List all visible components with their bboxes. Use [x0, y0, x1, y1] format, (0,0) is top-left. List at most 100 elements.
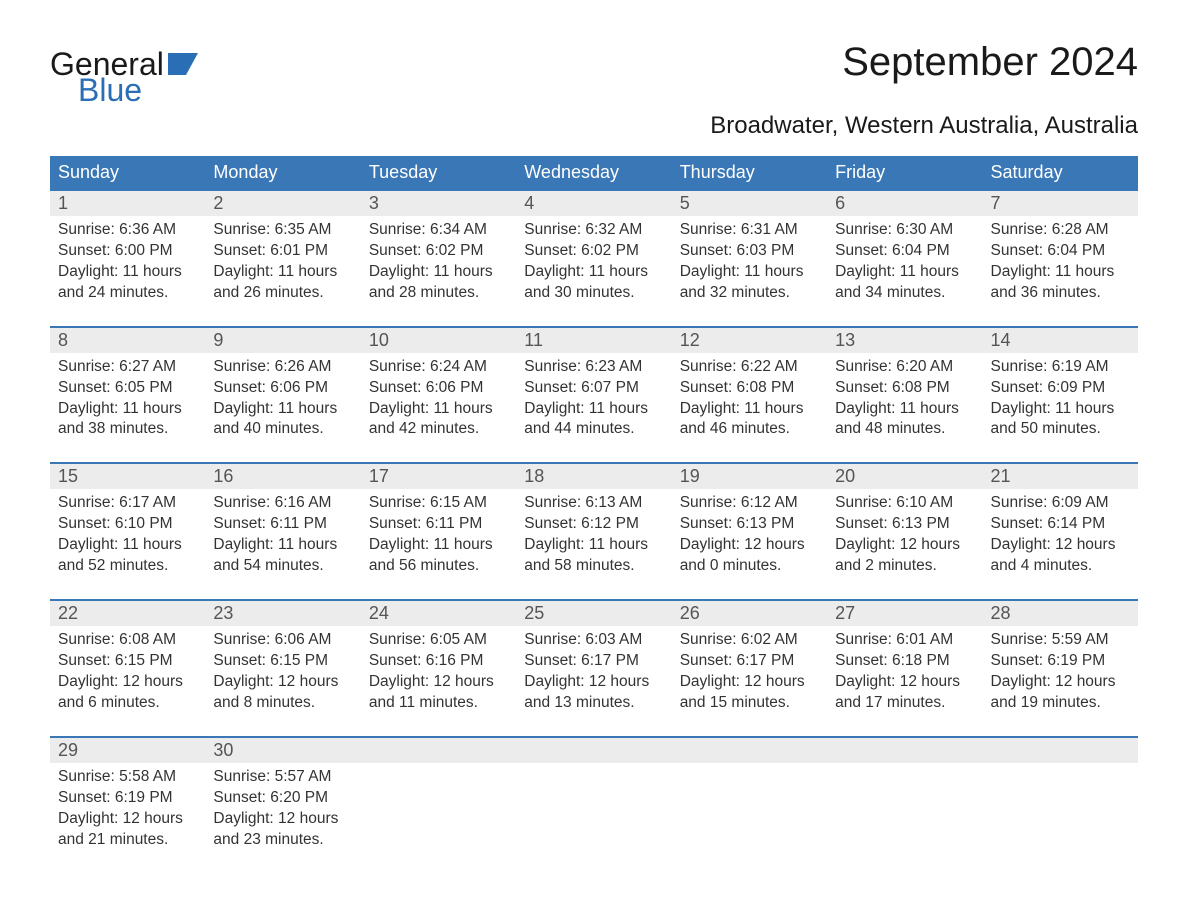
- day-number: [827, 737, 982, 763]
- daylight-text-1: Daylight: 11 hours: [680, 399, 819, 420]
- sunset-text: Sunset: 6:02 PM: [369, 241, 508, 262]
- day-body: Sunrise: 6:02 AMSunset: 6:17 PMDaylight:…: [672, 626, 827, 737]
- sunset-text: Sunset: 6:07 PM: [524, 378, 663, 399]
- day-number: 19: [672, 463, 827, 489]
- day-body: Sunrise: 6:01 AMSunset: 6:18 PMDaylight:…: [827, 626, 982, 737]
- weekday-header-row: Sunday Monday Tuesday Wednesday Thursday…: [50, 156, 1138, 190]
- daylight-text-1: Daylight: 12 hours: [369, 672, 508, 693]
- daylight-text-2: and 0 minutes.: [680, 556, 819, 577]
- day-body-row: Sunrise: 6:08 AMSunset: 6:15 PMDaylight:…: [50, 626, 1138, 737]
- sunset-text: Sunset: 6:01 PM: [213, 241, 352, 262]
- day-number: 26: [672, 600, 827, 626]
- day-body: Sunrise: 6:31 AMSunset: 6:03 PMDaylight:…: [672, 216, 827, 327]
- sunrise-text: Sunrise: 6:26 AM: [213, 357, 352, 378]
- daylight-text-2: and 38 minutes.: [58, 419, 197, 440]
- weekday-header: Saturday: [983, 156, 1138, 190]
- daylight-text-1: Daylight: 11 hours: [835, 399, 974, 420]
- sunrise-text: Sunrise: 6:36 AM: [58, 220, 197, 241]
- daylight-text-2: and 28 minutes.: [369, 283, 508, 304]
- sunrise-text: Sunrise: 6:27 AM: [58, 357, 197, 378]
- day-number: 9: [205, 327, 360, 353]
- sunset-text: Sunset: 6:13 PM: [835, 514, 974, 535]
- sunset-text: Sunset: 6:15 PM: [58, 651, 197, 672]
- sunrise-text: Sunrise: 6:09 AM: [991, 493, 1130, 514]
- day-body: Sunrise: 6:17 AMSunset: 6:10 PMDaylight:…: [50, 489, 205, 600]
- daylight-text-2: and 52 minutes.: [58, 556, 197, 577]
- sunrise-text: Sunrise: 6:24 AM: [369, 357, 508, 378]
- sunrise-text: Sunrise: 6:10 AM: [835, 493, 974, 514]
- day-body: Sunrise: 6:15 AMSunset: 6:11 PMDaylight:…: [361, 489, 516, 600]
- daylight-text-1: Daylight: 12 hours: [991, 672, 1130, 693]
- daylight-text-2: and 30 minutes.: [524, 283, 663, 304]
- daylight-text-1: Daylight: 11 hours: [991, 262, 1130, 283]
- daylight-text-2: and 24 minutes.: [58, 283, 197, 304]
- sunrise-text: Sunrise: 6:22 AM: [680, 357, 819, 378]
- sunrise-text: Sunrise: 6:05 AM: [369, 630, 508, 651]
- day-body: Sunrise: 6:16 AMSunset: 6:11 PMDaylight:…: [205, 489, 360, 600]
- daylight-text-1: Daylight: 11 hours: [58, 535, 197, 556]
- sunrise-text: Sunrise: 6:03 AM: [524, 630, 663, 651]
- day-body-row: Sunrise: 6:17 AMSunset: 6:10 PMDaylight:…: [50, 489, 1138, 600]
- sunrise-text: Sunrise: 6:01 AM: [835, 630, 974, 651]
- day-body: [672, 763, 827, 873]
- day-number: 2: [205, 190, 360, 216]
- day-number-row: 2930: [50, 737, 1138, 763]
- day-body: [361, 763, 516, 873]
- daylight-text-1: Daylight: 11 hours: [991, 399, 1130, 420]
- day-number-row: 22232425262728: [50, 600, 1138, 626]
- day-body: [983, 763, 1138, 873]
- day-number: 18: [516, 463, 671, 489]
- sunset-text: Sunset: 6:12 PM: [524, 514, 663, 535]
- daylight-text-1: Daylight: 11 hours: [835, 262, 974, 283]
- daylight-text-2: and 19 minutes.: [991, 693, 1130, 714]
- weekday-header: Wednesday: [516, 156, 671, 190]
- sunset-text: Sunset: 6:04 PM: [991, 241, 1130, 262]
- day-body: Sunrise: 6:24 AMSunset: 6:06 PMDaylight:…: [361, 353, 516, 464]
- sunrise-text: Sunrise: 6:20 AM: [835, 357, 974, 378]
- day-body: Sunrise: 6:20 AMSunset: 6:08 PMDaylight:…: [827, 353, 982, 464]
- sunrise-text: Sunrise: 6:32 AM: [524, 220, 663, 241]
- day-body-row: Sunrise: 5:58 AMSunset: 6:19 PMDaylight:…: [50, 763, 1138, 873]
- daylight-text-2: and 48 minutes.: [835, 419, 974, 440]
- daylight-text-2: and 17 minutes.: [835, 693, 974, 714]
- daylight-text-2: and 40 minutes.: [213, 419, 352, 440]
- day-body-row: Sunrise: 6:27 AMSunset: 6:05 PMDaylight:…: [50, 353, 1138, 464]
- sunset-text: Sunset: 6:20 PM: [213, 788, 352, 809]
- sunrise-text: Sunrise: 6:13 AM: [524, 493, 663, 514]
- day-number: [361, 737, 516, 763]
- day-number: 20: [827, 463, 982, 489]
- day-number: 24: [361, 600, 516, 626]
- sunset-text: Sunset: 6:10 PM: [58, 514, 197, 535]
- sunrise-text: Sunrise: 6:12 AM: [680, 493, 819, 514]
- daylight-text-2: and 34 minutes.: [835, 283, 974, 304]
- day-number: 22: [50, 600, 205, 626]
- daylight-text-1: Daylight: 12 hours: [213, 809, 352, 830]
- sunrise-text: Sunrise: 6:30 AM: [835, 220, 974, 241]
- daylight-text-1: Daylight: 11 hours: [524, 535, 663, 556]
- day-number: 4: [516, 190, 671, 216]
- day-body: Sunrise: 5:57 AMSunset: 6:20 PMDaylight:…: [205, 763, 360, 873]
- day-number: 7: [983, 190, 1138, 216]
- day-number: 14: [983, 327, 1138, 353]
- logo: General Blue: [50, 48, 198, 106]
- day-body: Sunrise: 6:36 AMSunset: 6:00 PMDaylight:…: [50, 216, 205, 327]
- day-body: Sunrise: 6:23 AMSunset: 6:07 PMDaylight:…: [516, 353, 671, 464]
- day-number: 27: [827, 600, 982, 626]
- sunset-text: Sunset: 6:11 PM: [213, 514, 352, 535]
- day-number: 10: [361, 327, 516, 353]
- sunrise-text: Sunrise: 5:57 AM: [213, 767, 352, 788]
- sunset-text: Sunset: 6:17 PM: [524, 651, 663, 672]
- daylight-text-2: and 54 minutes.: [213, 556, 352, 577]
- daylight-text-1: Daylight: 11 hours: [680, 262, 819, 283]
- daylight-text-2: and 46 minutes.: [680, 419, 819, 440]
- day-body: Sunrise: 6:10 AMSunset: 6:13 PMDaylight:…: [827, 489, 982, 600]
- day-number: 16: [205, 463, 360, 489]
- sunrise-text: Sunrise: 6:31 AM: [680, 220, 819, 241]
- daylight-text-2: and 21 minutes.: [58, 830, 197, 851]
- weekday-header: Tuesday: [361, 156, 516, 190]
- sunrise-text: Sunrise: 6:06 AM: [213, 630, 352, 651]
- day-number: 6: [827, 190, 982, 216]
- calendar-table: Sunday Monday Tuesday Wednesday Thursday…: [50, 156, 1138, 872]
- daylight-text-1: Daylight: 11 hours: [213, 262, 352, 283]
- day-body: Sunrise: 6:06 AMSunset: 6:15 PMDaylight:…: [205, 626, 360, 737]
